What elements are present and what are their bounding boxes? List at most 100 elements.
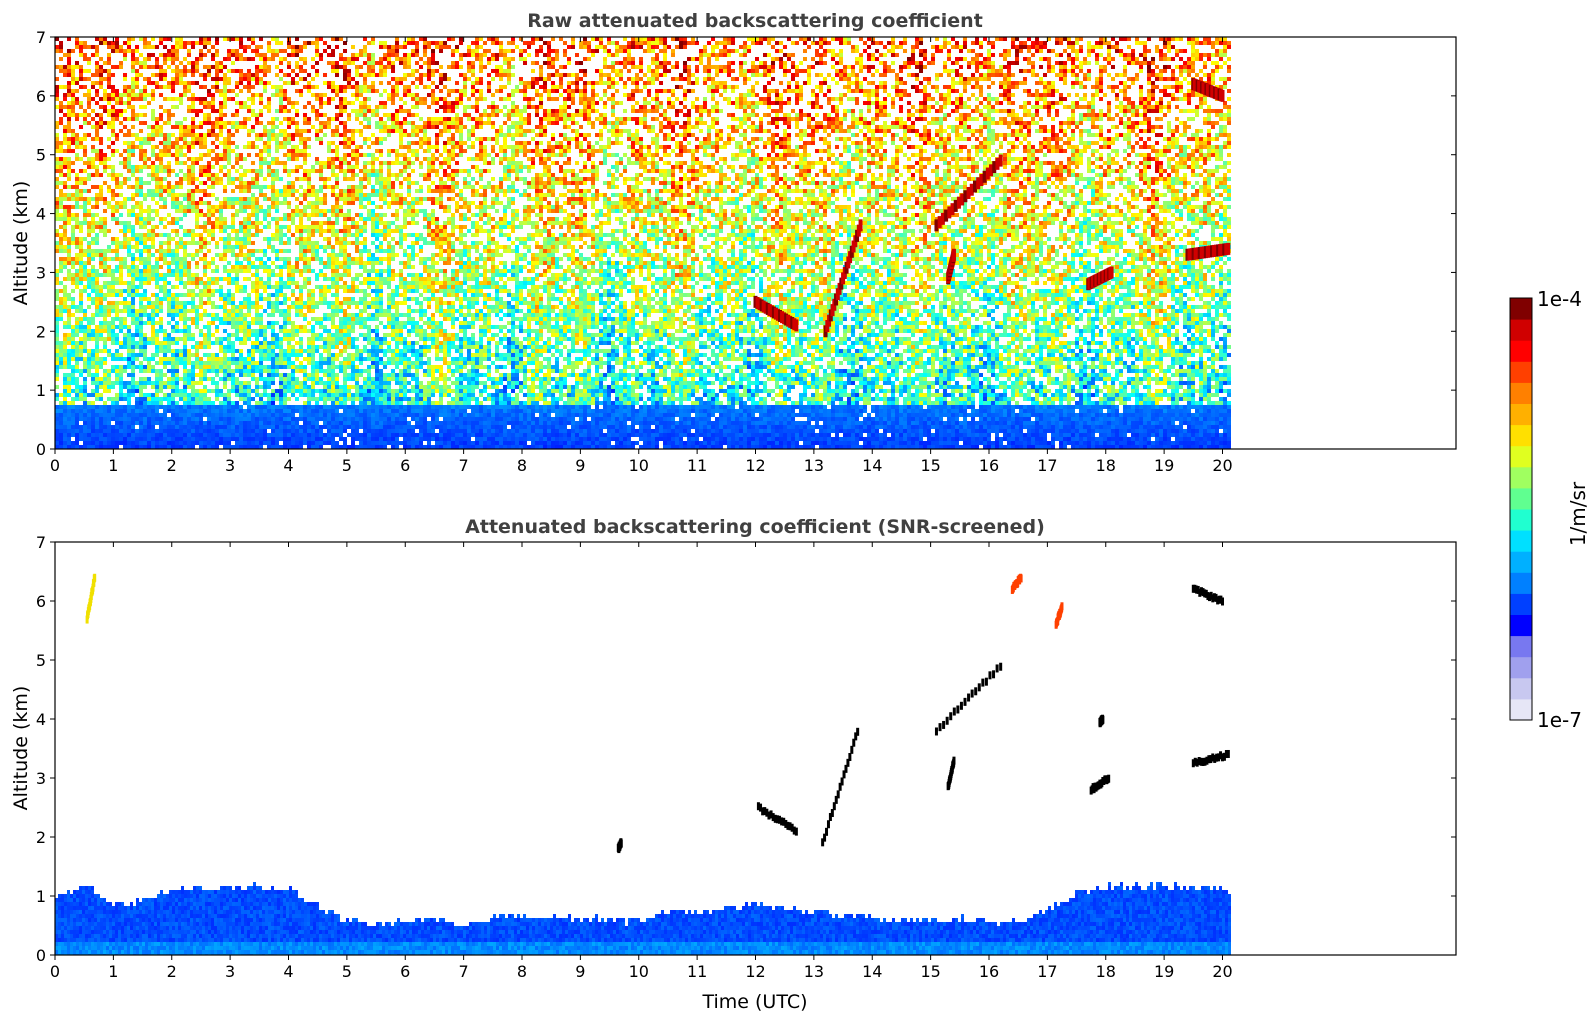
heat-cell (163, 97, 167, 101)
heat-cell (135, 381, 139, 385)
heat-cell (231, 381, 235, 385)
heat-cell (231, 437, 235, 441)
heat-cell (119, 121, 123, 125)
heat-cell (115, 445, 119, 449)
heat-cell (259, 221, 263, 225)
heat-cell (187, 381, 191, 385)
heat-cell (211, 129, 215, 133)
heat-cell (319, 417, 323, 421)
heat-cell (71, 149, 75, 153)
heat-cell (131, 53, 135, 57)
heat-cell (143, 261, 147, 265)
heat-cell (159, 425, 163, 429)
heat-cell (87, 409, 91, 413)
heat-cell (95, 113, 99, 117)
heat-cell (147, 101, 151, 105)
heat-cell (127, 157, 131, 161)
heat-cell (115, 257, 119, 261)
heat-cell (295, 441, 299, 445)
heat-cell (283, 165, 287, 169)
heat-cell (135, 117, 139, 121)
heat-cell (103, 389, 107, 393)
heat-cell (183, 353, 187, 357)
heat-cell (295, 81, 299, 85)
heat-cell (327, 81, 331, 85)
heat-cell (239, 181, 243, 185)
heat-cell (275, 141, 279, 145)
heat-cell (267, 377, 271, 381)
heat-cell (107, 377, 111, 381)
heat-cell (155, 401, 159, 405)
heat-cell (71, 313, 75, 317)
heat-cell (259, 413, 263, 417)
heat-cell (263, 249, 267, 253)
heat-cell (99, 141, 103, 145)
heat-cell (311, 297, 315, 301)
heat-cell (99, 81, 103, 85)
heat-cell (59, 241, 63, 245)
heat-cell (135, 217, 139, 221)
heat-cell (183, 313, 187, 317)
heat-cell (119, 369, 123, 373)
heat-cell (71, 193, 75, 197)
heat-cell (303, 257, 307, 261)
heat-cell (267, 321, 271, 325)
heat-cell (187, 325, 191, 329)
heat-cell (67, 417, 71, 421)
heat-cell (187, 61, 191, 65)
heat-cell (331, 389, 335, 393)
heat-cell (175, 181, 179, 185)
heat-cell (143, 41, 147, 45)
heat-cell (287, 173, 291, 177)
heat-cell (123, 41, 127, 45)
heat-cell (159, 441, 163, 445)
heat-cell (123, 309, 127, 313)
heat-cell (67, 85, 71, 89)
heat-cell (263, 341, 267, 345)
heat-cell (183, 321, 187, 325)
heat-cell (59, 145, 63, 149)
heat-cell (235, 313, 239, 317)
heat-cell (55, 277, 59, 281)
heat-cell (67, 413, 71, 417)
heat-cell (287, 417, 291, 421)
heat-cell (123, 141, 127, 145)
heat-cell (123, 321, 127, 325)
heat-cell (159, 113, 163, 117)
heat-cell (311, 245, 315, 249)
heat-cell (143, 197, 147, 201)
heat-cell (295, 101, 299, 105)
heat-cell (139, 433, 143, 437)
heat-cell (235, 245, 239, 249)
heat-cell (183, 281, 187, 285)
heat-cell (83, 181, 87, 185)
heat-cell (83, 345, 87, 349)
heat-cell (227, 365, 231, 369)
heat-cell (219, 109, 223, 113)
heat-cell (183, 269, 187, 273)
heat-cell (131, 365, 135, 369)
heat-cell (199, 145, 203, 149)
heat-cell (131, 117, 135, 121)
heat-cell (319, 325, 323, 329)
heat-cell (279, 373, 283, 377)
heat-cell (55, 241, 59, 245)
heat-cell (83, 413, 87, 417)
heat-cell (255, 93, 259, 97)
heat-cell (87, 337, 91, 341)
heat-cell (235, 429, 239, 433)
heat-cell (119, 413, 123, 417)
heat-cell (123, 85, 127, 89)
heat-cell (323, 277, 327, 281)
heat-cell (191, 41, 195, 45)
heat-cell (303, 325, 307, 329)
heat-cell (323, 73, 327, 77)
heat-cell (59, 245, 63, 249)
heat-cell (167, 297, 171, 301)
heat-cell (327, 253, 331, 257)
heat-cell (183, 377, 187, 381)
heat-cell (87, 329, 91, 333)
heat-cell (191, 137, 195, 141)
heat-cell (67, 213, 71, 217)
heat-cell (167, 273, 171, 277)
